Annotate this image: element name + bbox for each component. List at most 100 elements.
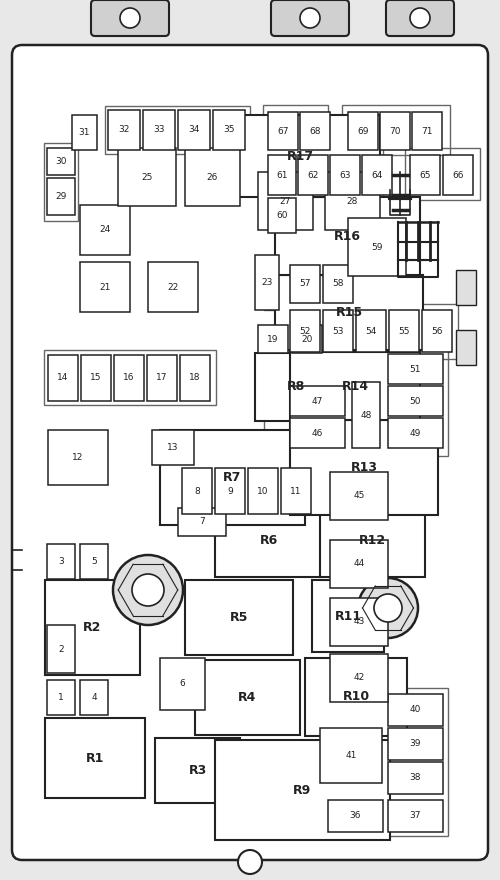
Bar bbox=[185, 148, 240, 206]
Bar bbox=[388, 694, 443, 726]
Circle shape bbox=[374, 594, 402, 622]
Bar bbox=[48, 355, 78, 401]
FancyBboxPatch shape bbox=[271, 0, 349, 36]
Text: 66: 66 bbox=[452, 171, 464, 180]
Text: R2: R2 bbox=[84, 621, 102, 634]
Bar bbox=[178, 462, 318, 520]
Text: 18: 18 bbox=[189, 373, 201, 383]
Text: 48: 48 bbox=[360, 410, 372, 420]
Text: 56: 56 bbox=[431, 326, 443, 335]
Text: 59: 59 bbox=[371, 243, 383, 252]
Bar bbox=[180, 355, 210, 401]
Text: 29: 29 bbox=[56, 192, 66, 201]
Text: 9: 9 bbox=[227, 487, 233, 495]
Bar bbox=[328, 800, 383, 832]
Circle shape bbox=[358, 578, 418, 638]
Bar bbox=[320, 688, 448, 836]
Text: 68: 68 bbox=[309, 127, 321, 136]
Text: 42: 42 bbox=[354, 673, 364, 683]
Bar bbox=[45, 580, 140, 675]
Bar bbox=[80, 544, 108, 579]
FancyBboxPatch shape bbox=[91, 0, 169, 36]
Text: 21: 21 bbox=[100, 282, 110, 291]
Text: 26: 26 bbox=[207, 172, 218, 181]
Bar bbox=[323, 265, 353, 303]
Text: 37: 37 bbox=[410, 811, 421, 820]
Text: 32: 32 bbox=[118, 126, 130, 135]
Bar bbox=[389, 310, 419, 352]
Text: 14: 14 bbox=[58, 373, 68, 383]
Bar bbox=[47, 680, 75, 715]
Bar bbox=[148, 262, 198, 312]
Text: 45: 45 bbox=[354, 492, 364, 501]
Bar bbox=[388, 800, 443, 832]
Text: R6: R6 bbox=[260, 534, 278, 547]
Text: 12: 12 bbox=[72, 453, 84, 462]
Bar bbox=[45, 718, 145, 798]
Bar bbox=[264, 378, 356, 453]
Text: 23: 23 bbox=[262, 278, 272, 287]
Bar bbox=[48, 430, 108, 485]
Bar bbox=[456, 330, 476, 365]
Bar bbox=[380, 112, 410, 150]
Bar bbox=[264, 258, 328, 310]
Bar bbox=[47, 178, 75, 215]
Bar bbox=[44, 143, 78, 221]
Text: R17: R17 bbox=[286, 150, 314, 163]
Bar bbox=[47, 148, 75, 175]
Text: 27: 27 bbox=[280, 196, 291, 206]
Bar bbox=[213, 110, 245, 150]
Bar bbox=[182, 468, 212, 514]
Text: 39: 39 bbox=[410, 739, 421, 749]
Text: 70: 70 bbox=[389, 127, 401, 136]
Bar bbox=[290, 418, 345, 448]
Circle shape bbox=[132, 574, 164, 606]
Text: 33: 33 bbox=[153, 126, 165, 135]
Text: 35: 35 bbox=[223, 126, 235, 135]
Bar bbox=[330, 155, 360, 195]
Text: 64: 64 bbox=[372, 171, 382, 180]
Text: 20: 20 bbox=[302, 334, 312, 343]
Bar bbox=[275, 275, 423, 350]
Bar bbox=[320, 505, 425, 577]
Text: 10: 10 bbox=[257, 487, 269, 495]
Text: 52: 52 bbox=[300, 326, 310, 335]
Bar bbox=[215, 740, 390, 840]
Text: 36: 36 bbox=[350, 811, 361, 820]
Text: 15: 15 bbox=[90, 373, 102, 383]
Bar bbox=[388, 762, 443, 794]
Text: R1: R1 bbox=[86, 752, 104, 765]
Bar bbox=[263, 148, 383, 200]
Text: 60: 60 bbox=[276, 211, 288, 220]
Bar bbox=[330, 472, 388, 520]
Bar bbox=[290, 420, 438, 515]
Text: 44: 44 bbox=[354, 560, 364, 568]
Bar bbox=[305, 658, 407, 736]
Bar bbox=[215, 505, 323, 577]
Bar bbox=[215, 468, 245, 514]
Bar bbox=[320, 728, 382, 783]
Bar bbox=[255, 255, 279, 310]
Bar bbox=[143, 110, 175, 150]
Text: 49: 49 bbox=[410, 429, 421, 437]
Text: 41: 41 bbox=[346, 751, 356, 760]
Bar bbox=[114, 355, 144, 401]
Text: 63: 63 bbox=[339, 171, 351, 180]
Bar bbox=[325, 172, 380, 230]
Bar bbox=[108, 110, 140, 150]
Text: 31: 31 bbox=[79, 128, 90, 137]
Text: R8: R8 bbox=[287, 380, 305, 393]
Text: 67: 67 bbox=[277, 127, 289, 136]
Bar bbox=[268, 198, 296, 233]
Text: 11: 11 bbox=[290, 487, 302, 495]
Bar bbox=[178, 110, 210, 150]
Text: R4: R4 bbox=[238, 691, 256, 704]
Bar bbox=[348, 218, 406, 276]
Bar bbox=[330, 654, 388, 702]
Text: 28: 28 bbox=[347, 196, 358, 206]
Bar bbox=[300, 112, 330, 150]
Text: 17: 17 bbox=[156, 373, 168, 383]
Text: 24: 24 bbox=[100, 225, 110, 234]
Text: 22: 22 bbox=[168, 282, 178, 291]
Bar bbox=[80, 680, 108, 715]
